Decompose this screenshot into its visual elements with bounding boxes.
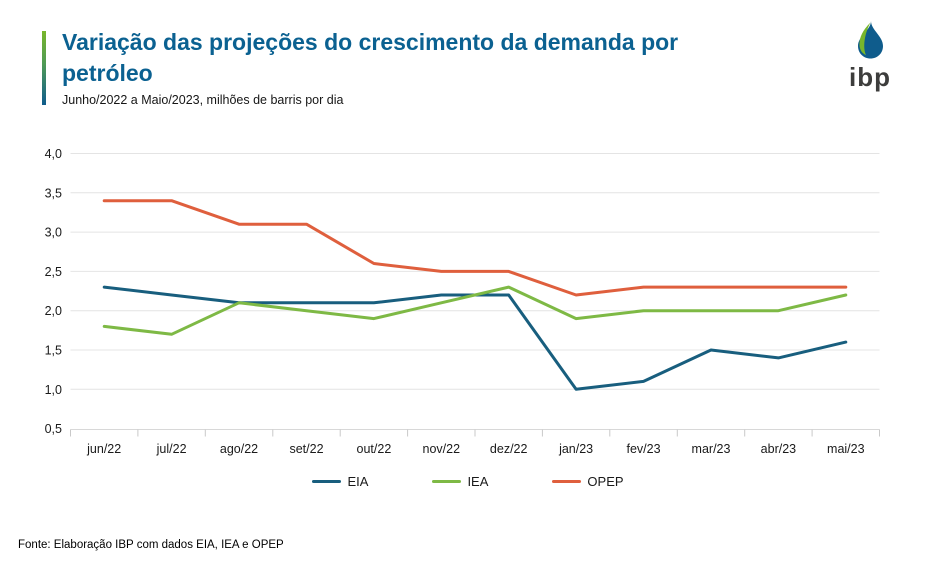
y-gridlines [70, 153, 880, 390]
page-subtitle: Junho/2022 a Maio/2023, milhões de barri… [62, 93, 344, 107]
series-line-eia [102, 285, 848, 391]
y-tick-label: 3,5 [45, 186, 62, 200]
y-tick-label: 4,0 [45, 147, 62, 161]
x-tick-label: mai/23 [827, 442, 865, 456]
legend-label: IEA [467, 474, 489, 489]
legend-swatch-eia [312, 480, 342, 483]
x-tick-label: jun/22 [86, 442, 121, 456]
legend-item-iea: IEA [432, 474, 488, 489]
x-tick-label: fev/23 [626, 442, 660, 456]
legend-swatch-opep [552, 480, 582, 483]
legend-label: OPEP [587, 474, 624, 489]
y-tick-label: 1,0 [45, 383, 62, 397]
title-accent-bar [42, 31, 46, 105]
droplet-icon [858, 21, 883, 59]
x-tick-label: set/22 [289, 442, 323, 456]
series-line-opep [102, 199, 848, 297]
chart-legend: EIA IEA OPEP [0, 474, 936, 489]
source-note: Fonte: Elaboração IBP com dados EIA, IEA… [18, 539, 284, 551]
series-line-iea [102, 285, 848, 336]
x-tick-label: jul/22 [156, 442, 187, 456]
x-axis-labels: jun/22 jul/22 ago/22 set/22 out/22 nov/22 dez/… [86, 442, 864, 456]
y-tick-label: 2,0 [45, 304, 62, 318]
logo-text: ibp [849, 62, 891, 92]
page-title: Variação das projeções do crescimento da… [62, 29, 679, 86]
legend-item-eia: EIA [312, 474, 368, 489]
y-tick-label: 2,5 [45, 265, 62, 279]
y-axis-labels: 0,5 1,0 1,5 2,0 2,5 3,0 3,5 4,0 [45, 147, 62, 436]
legend-item-opep: OPEP [552, 474, 624, 489]
x-tick-label: out/22 [357, 442, 392, 456]
legend-label: EIA [347, 474, 369, 489]
x-tick-label: nov/22 [423, 442, 461, 456]
y-tick-label: 1,5 [45, 344, 62, 358]
x-tick-label: dez/22 [490, 442, 528, 456]
y-tick-label: 0,5 [45, 422, 62, 436]
y-tick-label: 3,0 [45, 226, 62, 240]
x-tick-label: mar/23 [692, 442, 731, 456]
ibp-logo: ibp [818, 20, 922, 92]
legend-swatch-iea [432, 480, 462, 483]
x-tick-label: abr/23 [761, 442, 796, 456]
x-tick-label: ago/22 [220, 442, 258, 456]
x-tick-label: jan/23 [558, 442, 593, 456]
x-axis [70, 429, 880, 437]
